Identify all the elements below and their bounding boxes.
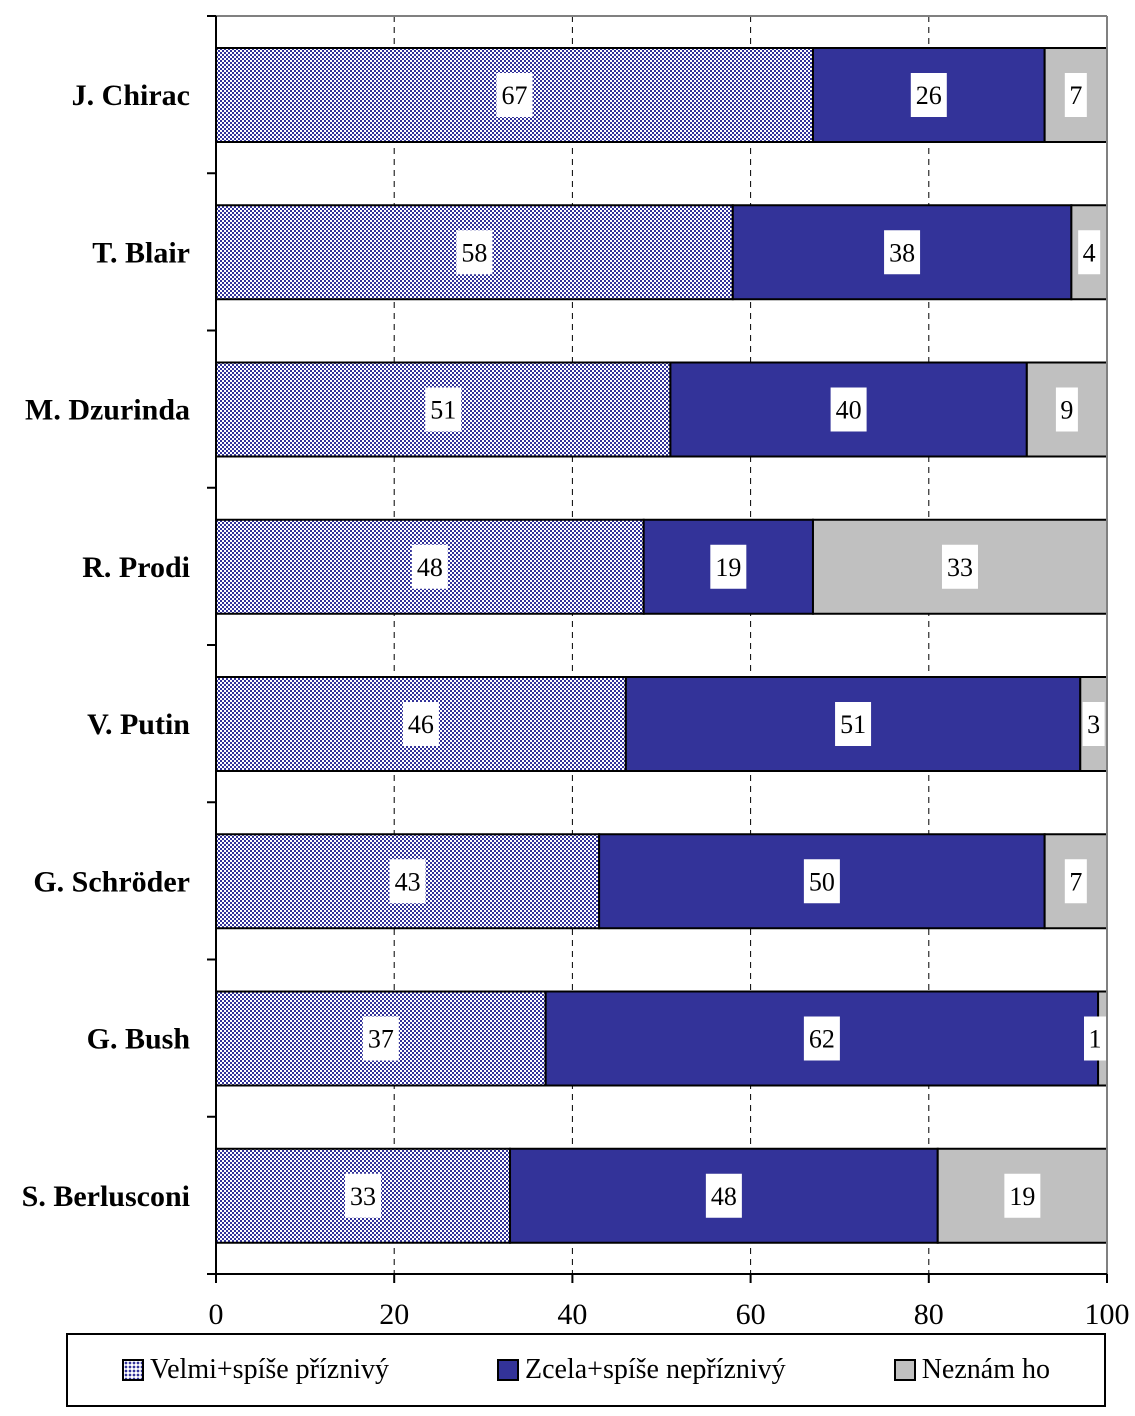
data-label-unfavorable-2: 40 — [836, 396, 862, 425]
legend-label-unfavorable: Zcela+spíše nepříznivý — [524, 1354, 786, 1385]
legend-label-unknown: Neznám ho — [921, 1354, 1050, 1385]
legend-label-favorable: Velmi+spíše příznivý — [150, 1354, 389, 1385]
legend-item-unknown: Neznám ho — [893, 1354, 1050, 1386]
category-label-4: V. Putin — [87, 708, 190, 741]
data-label-unfavorable-3: 19 — [715, 553, 741, 582]
data-label-unfavorable-1: 38 — [889, 238, 915, 267]
data-label-bg-unknown-6 — [1084, 1016, 1106, 1061]
category-label-2: M. Dzurinda — [25, 394, 190, 427]
category-label-3: R. Prodi — [82, 551, 190, 584]
data-label-bg-unknown-5 — [1064, 859, 1087, 904]
x-tick-label-0: 0 — [209, 1298, 224, 1330]
category-label-1: T. Blair — [92, 236, 190, 269]
legend-item-unfavorable: Zcela+spíše nepříznivý — [496, 1354, 786, 1386]
data-label-unfavorable-0: 26 — [916, 81, 942, 110]
data-label-unknown-5: 7 — [1069, 867, 1082, 896]
data-label-bg-unfavorable-7 — [705, 1173, 742, 1218]
data-label-unfavorable-4: 51 — [840, 710, 866, 739]
data-label-unfavorable-6: 62 — [809, 1025, 835, 1054]
x-tick-label-80: 80 — [914, 1298, 944, 1330]
data-label-unknown-3: 33 — [947, 553, 973, 582]
data-label-bg-unfavorable-5 — [803, 859, 840, 904]
data-label-unfavorable-5: 50 — [809, 867, 835, 896]
data-label-bg-favorable-6 — [362, 1016, 399, 1061]
data-label-bg-unfavorable-4 — [835, 702, 872, 746]
data-label-unknown-7: 19 — [1009, 1182, 1035, 1211]
data-label-unknown-1: 4 — [1083, 238, 1096, 267]
data-label-bg-unfavorable-1 — [884, 230, 921, 275]
data-label-bg-favorable-1 — [456, 230, 493, 275]
data-label-bg-unknown-7 — [1004, 1173, 1041, 1218]
data-label-unknown-0: 7 — [1069, 81, 1082, 110]
legend-swatch-unknown — [893, 1359, 916, 1381]
data-label-bg-unfavorable-0 — [910, 73, 947, 117]
category-label-6: G. Bush — [87, 1023, 191, 1056]
data-label-favorable-7: 33 — [350, 1182, 376, 1211]
x-tick-label-20: 20 — [379, 1298, 409, 1330]
data-label-bg-unfavorable-2 — [830, 387, 867, 432]
legend-swatch-favorable — [122, 1359, 144, 1381]
x-tick-label-40: 40 — [557, 1298, 587, 1330]
stacked-bar-chart: 0 20 40 60 80 100 J. Chirac 67 26 7 T. Blair 58 38 4… — [22, 15, 1130, 1330]
data-label-bg-unknown-2 — [1055, 387, 1078, 432]
data-label-bg-unknown-3 — [941, 544, 978, 589]
data-label-favorable-0: 67 — [501, 81, 527, 110]
data-label-bg-favorable-5 — [389, 859, 426, 904]
data-label-bg-favorable-7 — [345, 1173, 382, 1218]
data-label-bg-unfavorable-3 — [710, 544, 747, 589]
data-label-bg-unknown-1 — [1078, 230, 1101, 275]
data-label-bg-unfavorable-6 — [803, 1016, 840, 1061]
data-label-bg-favorable-3 — [411, 544, 448, 589]
data-label-unknown-4: 3 — [1087, 710, 1100, 739]
data-label-bg-favorable-4 — [402, 702, 439, 746]
data-label-bg-favorable-2 — [425, 387, 462, 432]
legend-swatch-unfavorable — [496, 1359, 519, 1381]
x-tick-label-100: 100 — [1085, 1298, 1130, 1330]
category-label-5: G. Schröder — [33, 865, 190, 898]
data-label-favorable-1: 58 — [461, 238, 487, 267]
data-label-unknown-2: 9 — [1060, 396, 1073, 425]
data-label-favorable-6: 37 — [368, 1025, 394, 1054]
data-label-favorable-2: 51 — [430, 396, 456, 425]
legend-item-favorable: Velmi+spíše příznivý — [122, 1354, 389, 1386]
x-tick-label-60: 60 — [736, 1298, 766, 1330]
data-label-favorable-5: 43 — [395, 867, 421, 896]
category-label-0: J. Chirac — [72, 79, 190, 112]
data-label-unknown-6: 1 — [1089, 1025, 1102, 1054]
bar-unknown-0 — [1043, 47, 1109, 143]
data-label-favorable-4: 46 — [408, 710, 434, 739]
data-label-bg-favorable-0 — [496, 73, 533, 117]
data-label-favorable-3: 48 — [417, 553, 443, 582]
category-label-7: S. Berlusconi — [22, 1180, 190, 1213]
bar-unfavorable-3 — [642, 518, 814, 615]
chart-legend: Velmi+spíše příznivý Zcela+spíše nepřízn… — [66, 1333, 1106, 1407]
data-label-bg-unknown-4 — [1082, 702, 1105, 746]
data-label-unfavorable-7: 48 — [711, 1182, 737, 1211]
data-label-bg-unknown-0 — [1064, 73, 1087, 117]
